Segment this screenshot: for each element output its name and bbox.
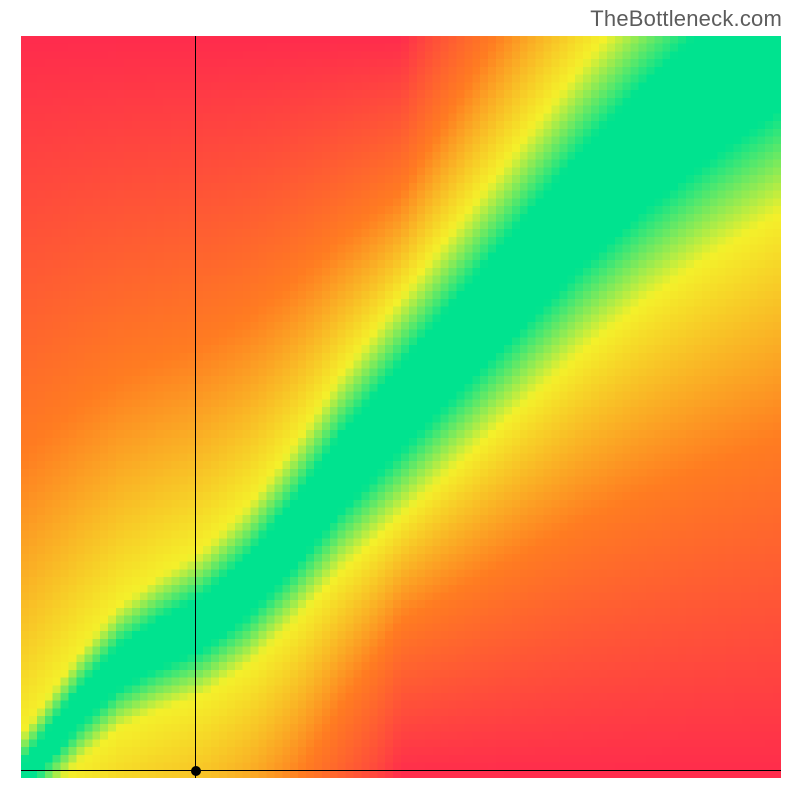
crosshair-vertical xyxy=(195,36,196,778)
crosshair-horizontal xyxy=(21,770,781,771)
heatmap-plot xyxy=(21,36,781,778)
data-point-marker xyxy=(191,766,201,776)
watermark-text: TheBottleneck.com xyxy=(590,6,782,32)
heatmap-canvas xyxy=(21,36,781,778)
